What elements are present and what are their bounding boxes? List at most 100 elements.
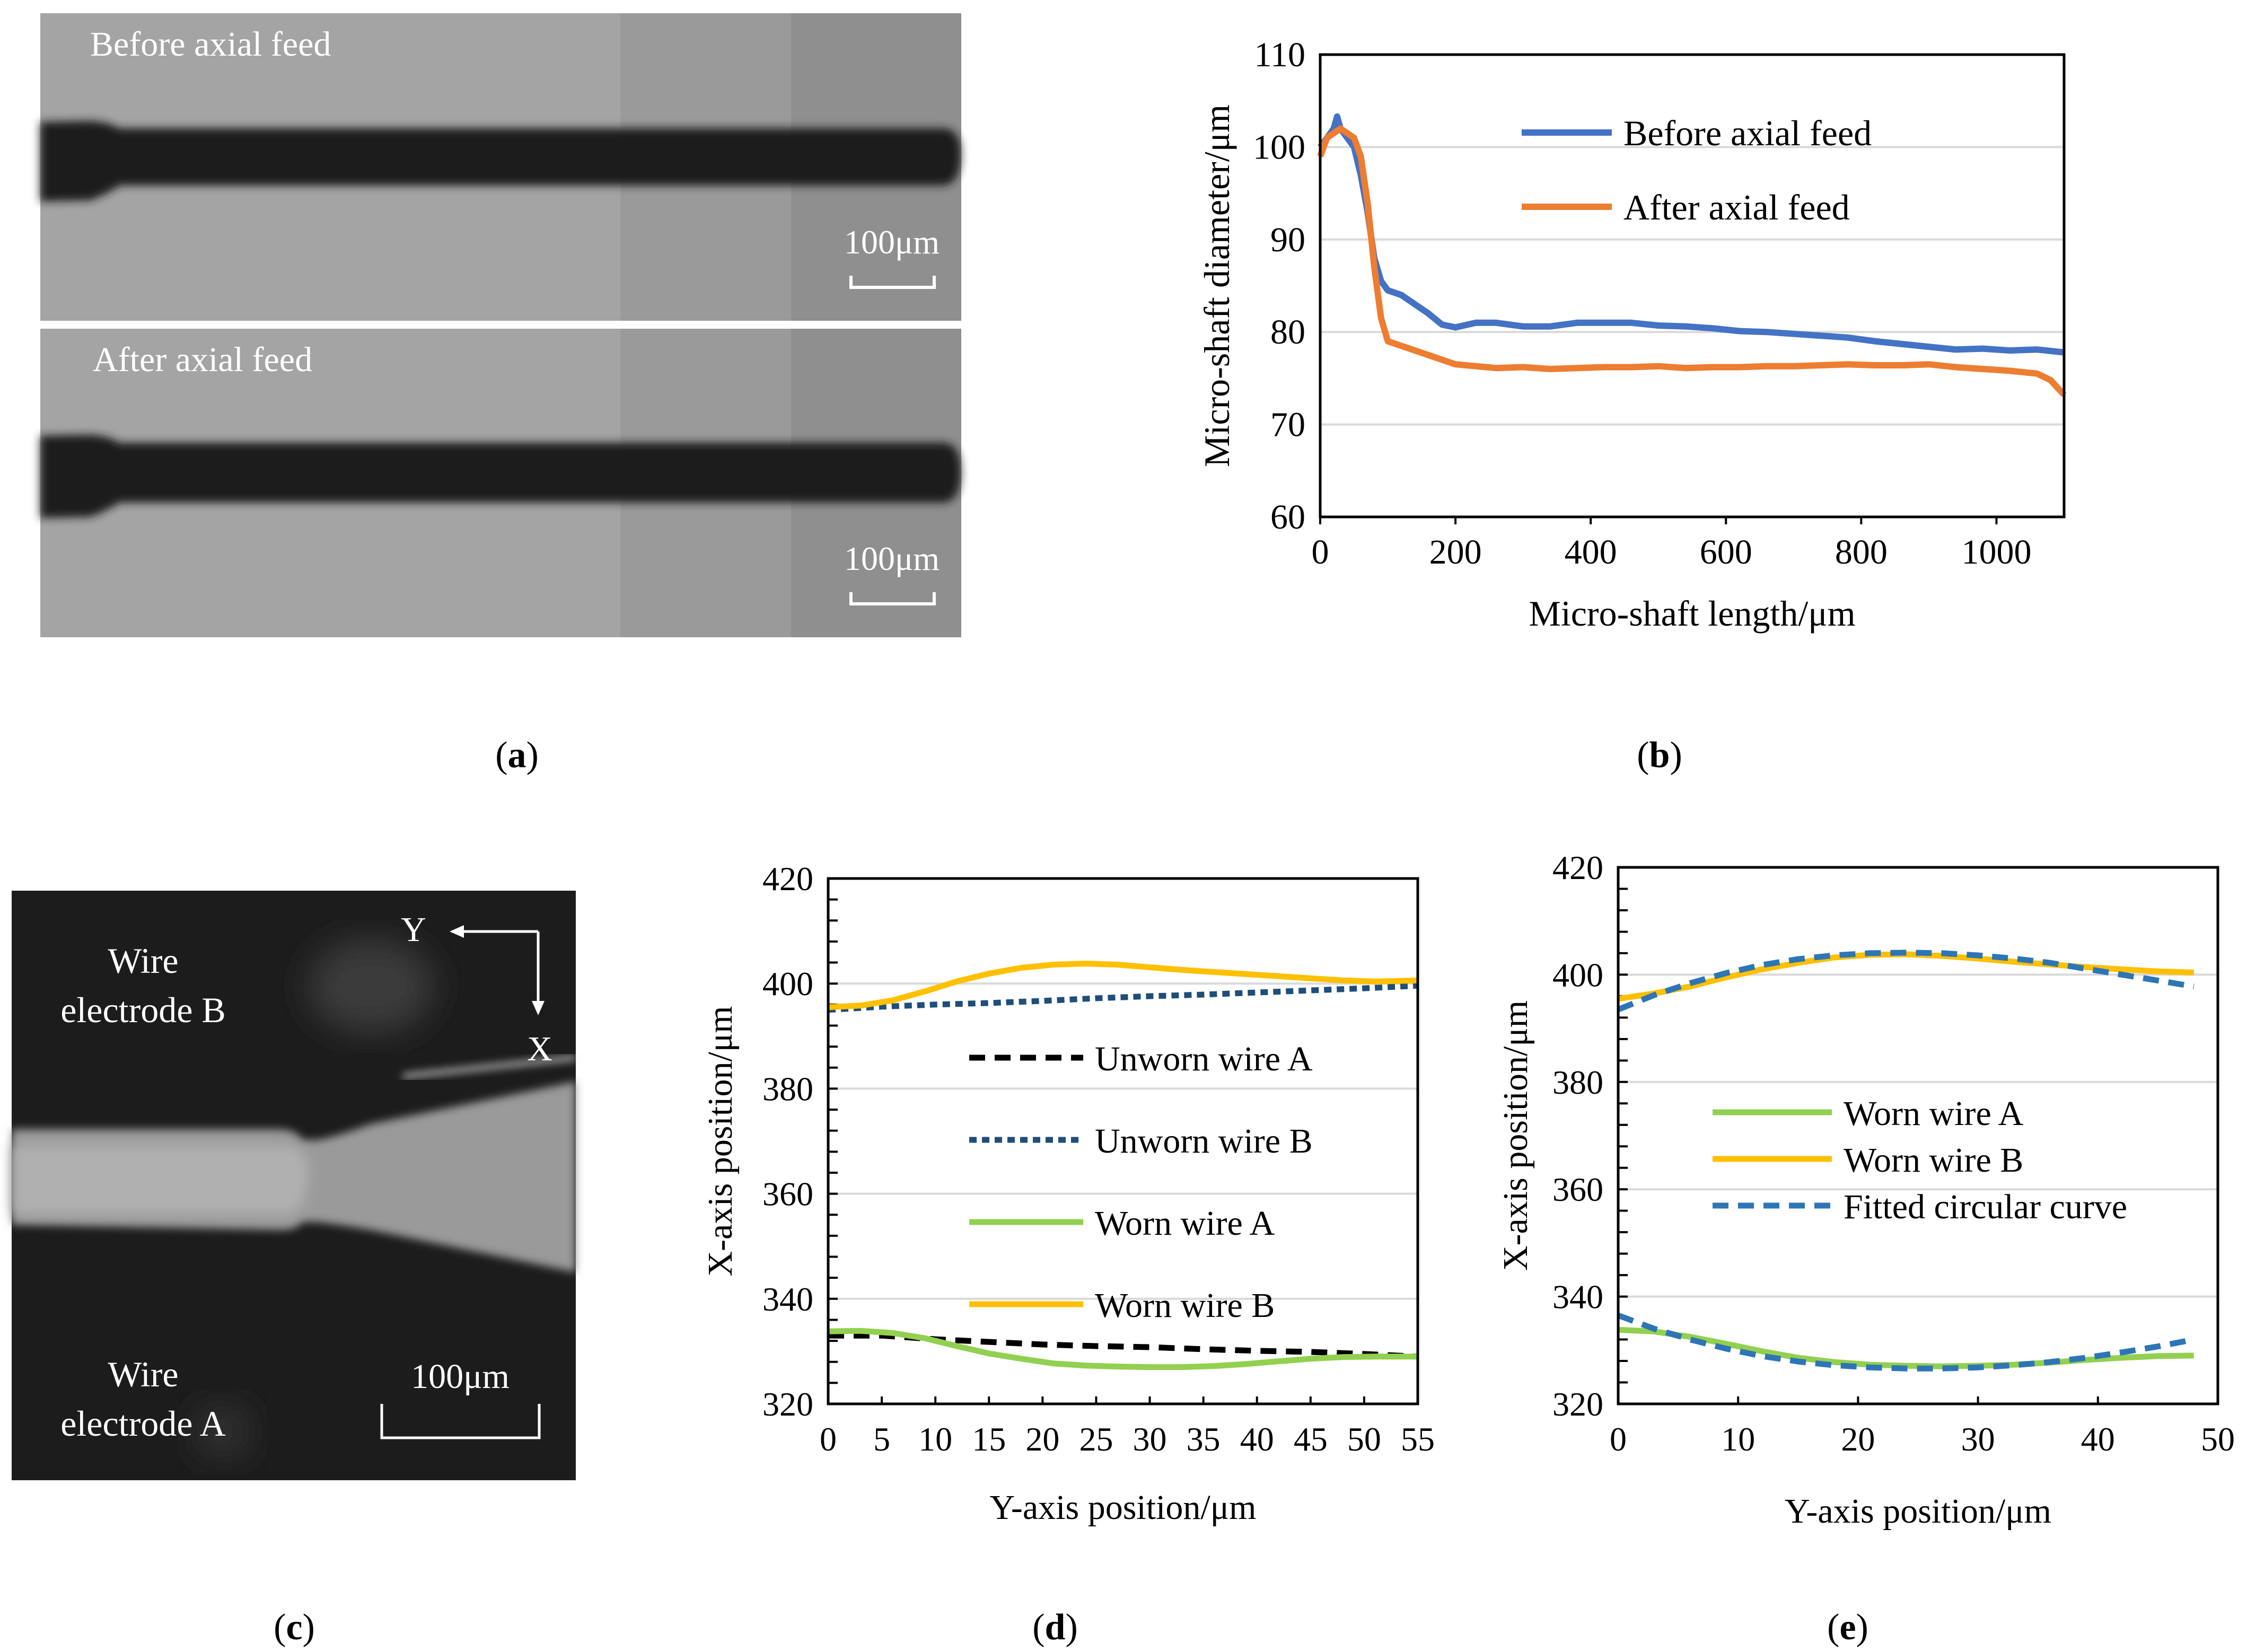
caption-e: (e) [1827, 1607, 1868, 1648]
label-wire-b-line2: electrode B [60, 990, 226, 1030]
legend-label-b-0: Before axial feed [1623, 113, 1872, 153]
scale-label-bottom: 100μm [844, 540, 940, 577]
caption-a-letter: a [508, 735, 526, 776]
x-tick-label-b-800: 800 [1835, 533, 1888, 572]
axis-label-x: X [527, 1030, 552, 1068]
y-tick-label-d-420: 420 [762, 860, 813, 898]
x-tick-label-e-30: 30 [1961, 1420, 1995, 1458]
x-tick-label-b-400: 400 [1565, 533, 1617, 572]
caption-b-letter: b [1649, 735, 1670, 776]
plot-frame-e [1617, 866, 2219, 1405]
y-tick-label-d-400: 400 [762, 965, 813, 1003]
y-tick-label-b-100: 100 [1253, 128, 1305, 166]
y-tick-label-e-360: 360 [1552, 1171, 1603, 1208]
y-tick-label-d-380: 380 [762, 1070, 813, 1108]
y-axis-title-d: X-axis position/μm [701, 1006, 740, 1276]
y-tick-label-b-90: 90 [1270, 221, 1305, 259]
chart-d: 0 5 10 15 20 25 30 35 40 45 50 55 320 340 360 380 400 420… [701, 860, 1435, 1527]
legend-label-d-1: Unworn wire B [1095, 1122, 1313, 1161]
x-tick-label-d-40: 40 [1240, 1420, 1274, 1458]
series-line-b-1 [1317, 125, 2067, 397]
caption-a: (a) [495, 735, 539, 776]
series-line-e-3 [1617, 1312, 2195, 1372]
plot-frame-b [1319, 53, 2066, 519]
svg-text:(e): (e) [1827, 1607, 1868, 1648]
scale-bar-bottom [849, 592, 936, 605]
legend-label-b-1: After axial feed [1623, 187, 1850, 227]
axis-label-y: Y [401, 910, 426, 949]
y-tick-label-d-320: 320 [762, 1385, 813, 1423]
x-tick-label-d-15: 15 [972, 1420, 1006, 1458]
micrograph-before [40, 13, 961, 321]
y-tick-label-b-60: 60 [1270, 498, 1305, 537]
series-line-e-1 [1618, 951, 2194, 1002]
chart-e: 0 10 20 30 40 50 320 340 360 380 400 420 Y-axis posi… [1496, 849, 2235, 1531]
x-tick-label-e-20: 20 [1841, 1420, 1875, 1458]
label-wire-a-line1: Wire [108, 1354, 178, 1394]
x-tick-label-d-10: 10 [918, 1420, 952, 1458]
y-tick-label-e-400: 400 [1552, 956, 1603, 994]
x-tick-label-e-0: 0 [1610, 1420, 1627, 1458]
y-tick-label-e-380: 380 [1552, 1064, 1603, 1101]
x-tick-label-d-0: 0 [820, 1420, 837, 1458]
series-line-e-0 [1618, 1326, 2194, 1369]
caption-b: (b) [1637, 735, 1682, 776]
legend-label-d-2: Worn wire A [1095, 1204, 1275, 1243]
y-tick-label-b-80: 80 [1270, 313, 1305, 352]
x-tick-label-d-35: 35 [1187, 1420, 1221, 1458]
y-tick-label-e-420: 420 [1552, 849, 1603, 886]
caption-e-letter: e [1839, 1607, 1856, 1648]
x-tick-label-d-20: 20 [1025, 1420, 1059, 1458]
chart-b: 0 200 400 600 800 1000 60 70 80 90 100 110 Micro-sha… [1197, 36, 2067, 634]
svg-text:(c): (c) [274, 1607, 315, 1648]
label-wire-a-line2: electrode A [60, 1403, 226, 1444]
legend-label-d-3: Worn wire B [1095, 1286, 1275, 1325]
series-line-d-3 [828, 961, 1418, 1010]
x-axis-title-e: Y-axis position/μm [1785, 1492, 2051, 1531]
plot-frame-d [827, 877, 1419, 1405]
x-axis-title-d: Y-axis position/μm [990, 1488, 1257, 1527]
series-line-b-0 [1318, 113, 2065, 356]
x-tick-label-d-25: 25 [1079, 1420, 1113, 1458]
series-line-d-2 [828, 1328, 1418, 1370]
x-tick-label-b-1000: 1000 [1961, 533, 2031, 572]
x-tick-label-e-10: 10 [1721, 1420, 1755, 1458]
caption-d: (d) [1032, 1607, 1078, 1648]
legend-label-e-1: Worn wire B [1844, 1141, 2023, 1180]
x-tick-label-d-50: 50 [1347, 1420, 1381, 1458]
caption-d-letter: d [1045, 1607, 1066, 1648]
label-before-axial-feed: Before axial feed [90, 25, 331, 64]
scale-label-top: 100μm [844, 223, 940, 261]
label-after-axial-feed: After axial feed [93, 340, 312, 379]
y-axis-title-e: X-axis position/μm [1496, 1000, 1535, 1271]
x-tick-label-d-5: 5 [873, 1420, 890, 1458]
x-tick-label-b-600: 600 [1700, 533, 1752, 572]
label-wire-b-line1: Wire [108, 941, 178, 981]
svg-text:(d): (d) [1032, 1607, 1078, 1648]
y-tick-label-e-340: 340 [1552, 1278, 1603, 1316]
micrograph-after [40, 329, 961, 637]
scale-label-c: 100μm [411, 1357, 510, 1396]
y-tick-label-e-320: 320 [1552, 1385, 1603, 1423]
x-tick-label-d-55: 55 [1401, 1420, 1435, 1458]
axis-indicator: Y X [401, 910, 552, 1068]
x-tick-label-e-40: 40 [2081, 1420, 2115, 1458]
y-tick-label-d-360: 360 [762, 1175, 813, 1213]
svg-text:(b): (b) [1637, 735, 1682, 776]
x-axis-title-b: Micro-shaft length/μm [1529, 593, 1855, 634]
legend-label-e-2: Fitted circular curve [1844, 1188, 2127, 1226]
series-line-d-1 [828, 982, 1418, 1013]
legend-label-d-0: Unworn wire A [1095, 1040, 1313, 1078]
scale-bar-top [849, 276, 936, 289]
y-tick-label-d-340: 340 [762, 1280, 813, 1318]
legend-label-e-0: Worn wire A [1844, 1094, 2024, 1133]
y-axis-title-b: Micro-shaft diameter/μm [1197, 104, 1237, 467]
x-tick-label-b-0: 0 [1312, 533, 1329, 572]
series-line-d-0 [828, 1332, 1418, 1360]
svg-text:(a): (a) [495, 735, 539, 776]
caption-c: (c) [274, 1607, 315, 1648]
y-tick-label-b-110: 110 [1254, 36, 1305, 74]
panel-a: Before axial feed After axial feed 100μm… [40, 13, 961, 637]
x-tick-label-d-30: 30 [1133, 1420, 1167, 1458]
